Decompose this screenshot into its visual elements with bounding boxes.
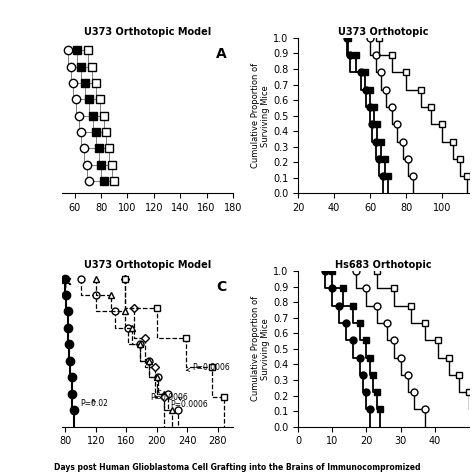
Text: P=0.0006: P=0.0006 xyxy=(171,397,208,410)
Text: P=0.0006: P=0.0006 xyxy=(186,364,229,373)
Y-axis label: Cumulative Proportion of
Surviving Mice: Cumulative Proportion of Surviving Mice xyxy=(251,296,270,401)
Text: A: A xyxy=(216,47,227,61)
Text: C: C xyxy=(216,281,226,294)
Text: P=0.0006: P=0.0006 xyxy=(151,390,189,402)
Y-axis label: Cumulative Proportion of
Surviving Mice: Cumulative Proportion of Surviving Mice xyxy=(251,63,270,168)
Title: U373 Orthotopic Model: U373 Orthotopic Model xyxy=(83,27,211,37)
Title: U373 Orthotopic Model: U373 Orthotopic Model xyxy=(83,260,211,270)
Text: Days post Human Glioblastoma Cell Grafting into the Brains of Immunocompromized: Days post Human Glioblastoma Cell Grafti… xyxy=(54,463,420,472)
Title: U373 Orthotopic: U373 Orthotopic xyxy=(338,27,429,37)
Title: Hs683 Orthotopic: Hs683 Orthotopic xyxy=(335,260,432,270)
Text: P=0.02: P=0.02 xyxy=(81,399,109,408)
